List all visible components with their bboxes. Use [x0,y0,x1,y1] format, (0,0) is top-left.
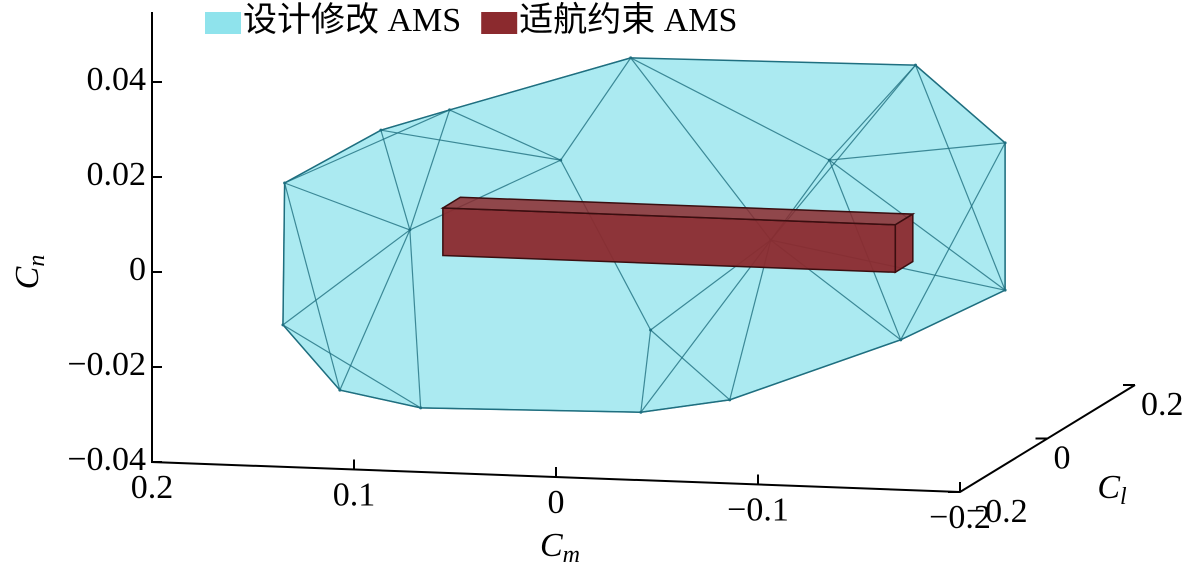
vertex [419,406,423,410]
z-axis-label: Cn [9,255,50,290]
x-tick-label: −0.1 [727,491,789,528]
legend-label: 设计修改 AMS [243,1,461,39]
mesh-edge [828,159,1006,291]
z-label-sub: n [24,255,50,267]
box-face [894,212,914,274]
vertex [338,388,342,392]
y-label-sub: l [1120,484,1127,510]
vertex [283,181,287,185]
mesh-edge [409,229,422,408]
vertex [408,228,412,232]
mesh-edge [284,182,341,391]
x-tick-label: 0 [548,484,565,521]
mesh-edge [828,64,916,161]
mesh-edge [640,239,772,413]
z-tick-label: −0.02 [67,346,146,383]
mesh-edge [650,329,731,401]
mesh-edge [915,64,1006,144]
y-tick-label: 0 [1054,439,1071,476]
mesh-edge [409,109,451,231]
mesh-edge [729,339,901,401]
mesh-edge [380,130,411,231]
vertex [649,328,653,332]
y-tick-label: −0.2 [966,493,1028,530]
mesh-edge [284,182,411,231]
legend-label: 适航约束 AMS [519,1,737,39]
vertex [281,323,285,327]
vertex [914,63,918,67]
x-label-base: C [540,527,563,564]
legend-swatch [481,12,518,34]
mesh-edge [282,324,421,409]
mesh-edge [640,399,730,413]
x-axis-label: Cm [540,527,580,568]
mesh-edge [284,129,382,184]
z-tick-label: −0.04 [67,441,146,478]
mesh-edge [339,229,411,391]
vertex [728,398,732,402]
z-tick-label: 0.04 [87,61,147,98]
vertex [379,128,383,132]
vertex [639,410,643,414]
mesh-edge [914,64,1006,291]
x-tick-label: 0.1 [333,476,376,513]
mesh-edge [409,159,561,231]
mesh-edge [282,182,286,325]
mesh-edge [900,142,1006,341]
y-label-base: C [1097,469,1120,506]
y-tick-label: 0.2 [1141,386,1184,423]
mesh-edge [560,57,632,161]
mesh-edge [900,289,1006,341]
mesh-edge [630,57,830,161]
vertex [899,338,903,342]
x-tick-label: 0.2 [131,469,174,506]
mesh-edge [282,229,411,326]
mesh-edge [380,109,450,131]
z-tick-label: 0 [129,251,146,288]
mesh-edge [640,329,652,413]
mesh-edge [282,324,341,391]
z-label-base: C [9,266,46,289]
vertex [629,56,633,60]
vertex [559,158,563,162]
mesh-edge [829,142,1006,161]
mesh-edge [449,109,561,161]
mesh-edge [380,129,561,161]
series [440,196,916,274]
mesh-edge [420,407,641,413]
z-tick-label: 0.02 [87,156,147,193]
vertex [1003,288,1007,292]
vertex [448,108,452,112]
x-tick-label: −0.2 [929,499,991,536]
vertex [1003,141,1007,145]
y-axis-label: Cl [1097,469,1127,510]
legend-swatch [205,12,241,34]
mesh-edge [284,109,450,184]
x-label-sub: m [563,542,580,568]
mesh-edge [339,389,421,409]
mesh-edge [449,57,631,111]
vertex [827,158,831,162]
